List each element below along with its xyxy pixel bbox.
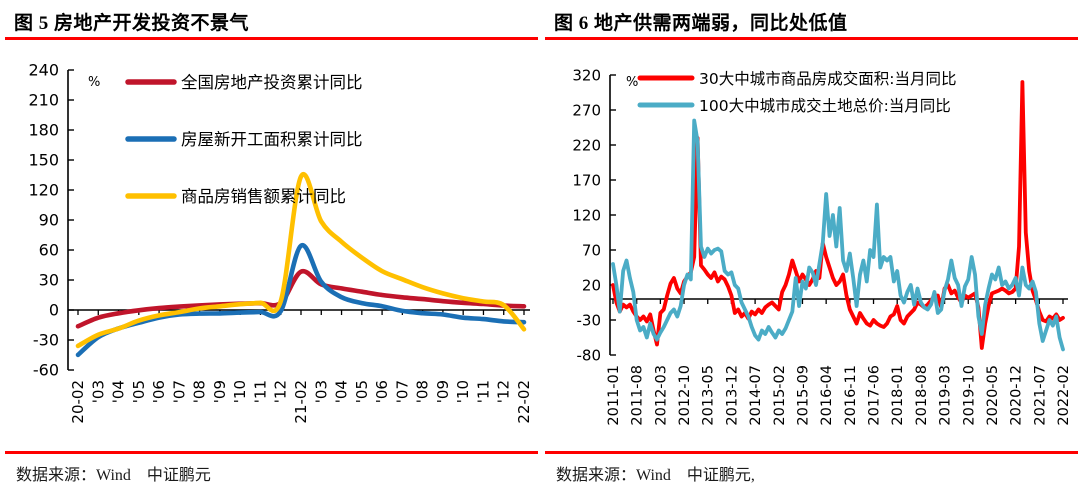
svg-text:'07: '07 bbox=[393, 380, 411, 403]
svg-text:2013-12: 2013-12 bbox=[724, 365, 740, 426]
svg-text:240: 240 bbox=[28, 61, 59, 80]
svg-text:70: 70 bbox=[582, 242, 601, 260]
svg-text:21-02: 21-02 bbox=[292, 380, 310, 424]
figure5-bottom-rule bbox=[5, 451, 538, 454]
svg-text:90: 90 bbox=[39, 211, 59, 230]
figure6-title: 图 6 地产供需两端弱，同比处低值 bbox=[554, 13, 848, 34]
svg-text:20: 20 bbox=[582, 277, 601, 295]
svg-text:'04: '04 bbox=[110, 380, 128, 403]
svg-text:'03: '03 bbox=[89, 380, 107, 403]
svg-text:22-02: 22-02 bbox=[515, 380, 533, 424]
svg-text:30: 30 bbox=[39, 271, 59, 290]
figure5-source: 数据来源：Wind 中证鹏元 bbox=[16, 467, 211, 484]
svg-text:-30: -30 bbox=[577, 312, 602, 330]
svg-text:'11: '11 bbox=[251, 380, 269, 403]
svg-text:'08: '08 bbox=[414, 380, 432, 403]
svg-text:2020-05: 2020-05 bbox=[985, 365, 1001, 426]
svg-text:'12: '12 bbox=[495, 380, 513, 403]
svg-text:'05: '05 bbox=[353, 380, 371, 403]
svg-text:2017-06: 2017-06 bbox=[867, 365, 883, 426]
svg-text:2016-11: 2016-11 bbox=[843, 365, 859, 426]
svg-text:2011-01: 2011-01 bbox=[606, 365, 622, 426]
svg-text:100大中城市成交土地总价:当月同比: 100大中城市成交土地总价:当月同比 bbox=[699, 97, 951, 115]
svg-text:2019-03: 2019-03 bbox=[938, 365, 954, 426]
svg-text:房屋新开工面积累计同比: 房屋新开工面积累计同比 bbox=[181, 130, 363, 149]
svg-text:2021-07: 2021-07 bbox=[1032, 365, 1048, 426]
svg-text:2012-10: 2012-10 bbox=[677, 365, 693, 426]
svg-text:2018-08: 2018-08 bbox=[914, 365, 930, 426]
svg-text:全国房地产投资累计同比: 全国房地产投资累计同比 bbox=[181, 73, 363, 92]
svg-text:2022-02: 2022-02 bbox=[1056, 365, 1072, 426]
svg-text:30大中城市商品房成交面积:当月同比: 30大中城市商品房成交面积:当月同比 bbox=[699, 70, 956, 88]
svg-text:'12: '12 bbox=[272, 380, 290, 403]
svg-text:2015-02: 2015-02 bbox=[772, 365, 788, 426]
svg-text:'08: '08 bbox=[191, 380, 209, 403]
figure6-source: 数据来源：Wind 中证鹏元, bbox=[556, 467, 755, 484]
svg-text:'11: '11 bbox=[474, 380, 492, 403]
svg-text:%: % bbox=[626, 75, 638, 90]
svg-text:2011-08: 2011-08 bbox=[630, 365, 646, 426]
svg-text:'09: '09 bbox=[434, 380, 452, 403]
svg-text:'09: '09 bbox=[211, 380, 229, 403]
svg-text:'07: '07 bbox=[170, 380, 188, 403]
svg-text:'10: '10 bbox=[454, 380, 472, 403]
svg-text:2014-07: 2014-07 bbox=[748, 365, 764, 426]
svg-text:2012-03: 2012-03 bbox=[653, 365, 669, 426]
svg-text:2019-10: 2019-10 bbox=[961, 365, 977, 426]
svg-text:商品房销售额累计同比: 商品房销售额累计同比 bbox=[181, 187, 346, 206]
svg-text:2016-04: 2016-04 bbox=[819, 365, 835, 426]
svg-text:'06: '06 bbox=[373, 380, 391, 403]
svg-text:0: 0 bbox=[49, 301, 59, 320]
svg-text:220: 220 bbox=[572, 137, 601, 155]
svg-text:'03: '03 bbox=[312, 380, 330, 403]
svg-text:2020-12: 2020-12 bbox=[1009, 365, 1025, 426]
svg-text:20-02: 20-02 bbox=[69, 380, 87, 424]
svg-text:210: 210 bbox=[28, 91, 59, 110]
svg-text:150: 150 bbox=[28, 151, 59, 170]
svg-text:'10: '10 bbox=[231, 380, 249, 403]
svg-text:'06: '06 bbox=[150, 380, 168, 403]
figure5-title: 图 5 房地产开发投资不景气 bbox=[14, 13, 250, 34]
svg-text:2018-01: 2018-01 bbox=[890, 365, 906, 426]
svg-text:120: 120 bbox=[28, 181, 59, 200]
svg-text:-30: -30 bbox=[33, 331, 59, 350]
svg-text:270: 270 bbox=[572, 102, 601, 120]
figure5-top-rule bbox=[5, 37, 538, 40]
svg-text:180: 180 bbox=[28, 121, 59, 140]
svg-text:-80: -80 bbox=[577, 347, 602, 365]
svg-text:60: 60 bbox=[39, 241, 59, 260]
svg-text:'05: '05 bbox=[130, 380, 148, 403]
svg-text:170: 170 bbox=[572, 172, 601, 190]
svg-text:120: 120 bbox=[572, 207, 601, 225]
figure6-bottom-rule bbox=[545, 451, 1078, 454]
figure6-top-rule bbox=[545, 37, 1078, 40]
figure6-line-chart: -80 -30 20 70 120 170 220 270 320 2011-01 2011-08 2… bbox=[572, 67, 1072, 426]
svg-text:%: % bbox=[88, 75, 100, 90]
svg-text:320: 320 bbox=[572, 67, 601, 85]
svg-text:2013-05: 2013-05 bbox=[701, 365, 717, 426]
svg-text:'04: '04 bbox=[333, 380, 351, 403]
svg-text:-60: -60 bbox=[33, 361, 59, 380]
svg-text:2015-09: 2015-09 bbox=[795, 365, 811, 426]
